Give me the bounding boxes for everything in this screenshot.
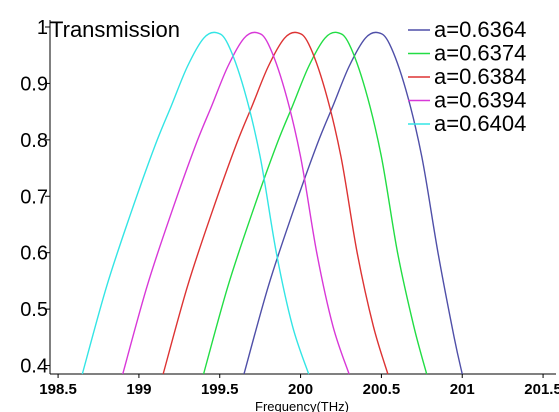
series-line (202, 31, 428, 375)
series-line (243, 31, 463, 375)
x-tick-label: 198.5 (39, 381, 77, 398)
legend-label: a=0.6394 (434, 88, 526, 113)
y-ticks: 0.4 0.5 0.6 0.7 0.8 0.9 1 (20, 17, 50, 378)
y-tick-label: 0.6 (20, 243, 48, 265)
legend-label: a=0.6384 (434, 64, 526, 89)
axes (49, 20, 556, 375)
y-tick-label: 0.5 (20, 299, 48, 321)
y-tick-label: 0.8 (20, 130, 48, 152)
x-tick-label: 200.5 (363, 381, 401, 398)
y-tick-label: 0.9 (20, 73, 48, 95)
x-tick-label: 200 (288, 381, 313, 398)
legend-label: a=0.6404 (434, 111, 526, 136)
x-tick-label: 201 (450, 381, 475, 398)
x-tick-label: 199.5 (201, 381, 239, 398)
y-axis-title: Transmission (50, 17, 180, 42)
series-line (122, 31, 350, 375)
y-tick-label: 0.7 (20, 186, 48, 208)
x-tick-label: 201.5 (524, 381, 559, 398)
y-tick-label: 1 (37, 17, 48, 39)
legend-label: a=0.6364 (434, 17, 526, 42)
x-axis-title: Frequency(THz) (255, 399, 349, 412)
legend-label: a=0.6374 (434, 41, 526, 66)
series-line (81, 31, 310, 375)
series-line (162, 31, 389, 375)
series-lines (81, 31, 463, 375)
x-ticks: 198.5 199 199.5 200 200.5 201 201.5 (39, 374, 559, 398)
y-tick-label: 0.4 (20, 356, 48, 378)
x-tick-label: 199 (126, 381, 151, 398)
